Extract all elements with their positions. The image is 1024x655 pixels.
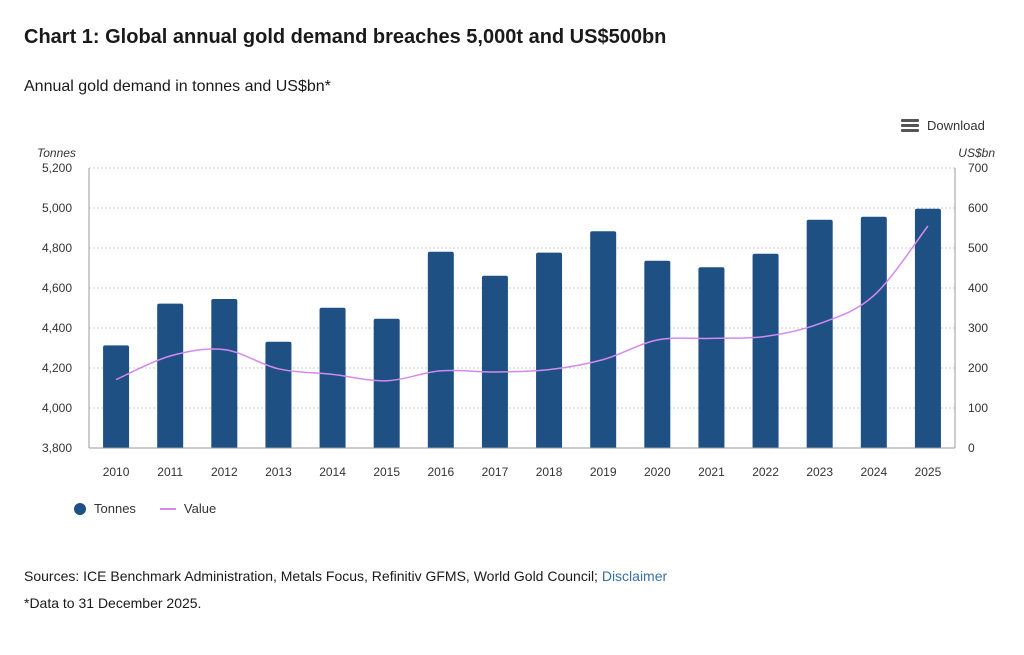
bar-tonnes-2013[interactable] [265,341,292,448]
series-line-value[interactable] [115,225,929,382]
right-tick-label: 600 [968,201,988,215]
bar-tonnes-2010[interactable] [103,345,130,448]
left-tick-label: 5,000 [42,201,72,215]
bar-tonnes-2021[interactable] [698,267,725,448]
right-tick-label: 700 [968,161,988,175]
x-tick-label: 2019 [590,465,617,479]
right-tick-label: 500 [968,241,988,255]
menu-icon [901,118,919,133]
left-tick-label: 5,200 [42,161,72,175]
download-button[interactable]: Download [901,118,985,133]
disclaimer-link[interactable]: Disclaimer [601,568,668,584]
left-axis-title: Tonnes [37,146,76,160]
x-tick-label: 2025 [915,465,942,479]
left-tick-label: 4,000 [42,401,72,415]
bar-tonnes-2014[interactable] [319,307,346,448]
x-tick-label: 2024 [860,465,887,479]
bar-tonnes-2019[interactable] [590,231,617,448]
x-tick-label: 2013 [265,465,292,479]
data-footnote: *Data to 31 December 2025. [24,595,202,611]
x-tick-label: 2015 [373,465,400,479]
right-tick-label: 400 [968,281,988,295]
left-tick-label: 4,200 [42,361,72,375]
bar-tonnes-2023[interactable] [806,219,833,448]
value-line [115,225,929,382]
legend-item-value[interactable]: Value [159,501,217,516]
right-tick-label: 300 [968,321,988,335]
x-tick-label: 2017 [482,465,509,479]
x-tick-label: 2022 [752,465,779,479]
left-tick-label: 4,400 [42,321,72,335]
x-tick-label: 2011 [157,465,183,479]
sources-text: Sources: ICE Benchmark Administration, M… [24,568,602,584]
tonnes-bars [103,208,941,448]
bar-tonnes-2025[interactable] [914,208,941,448]
bar-tonnes-2017[interactable] [481,275,508,448]
left-tick-label: 4,600 [42,281,72,295]
x-tick-label: 2010 [103,465,130,479]
x-tick-label: 2016 [427,465,454,479]
gold-demand-chart: 3,800 4,000 4,200 4,400 4,600 4,800 5,000 5,200… [37,146,995,479]
sources-note: Sources: ICE Benchmark Administration, M… [24,568,667,584]
legend-marker-tonnes [74,502,86,515]
bar-tonnes-2012[interactable] [211,299,238,448]
bar-tonnes-2016[interactable] [427,251,454,448]
right-tick-label: 200 [968,361,988,375]
bar-tonnes-2024[interactable] [860,216,887,448]
legend-marker-value [159,507,176,510]
chart-subtitle: Annual gold demand in tonnes and US$bn* [24,78,331,95]
chart-title: Chart 1: Global annual gold demand breac… [24,26,667,48]
chart-legend: Tonnes Value [74,501,216,516]
bar-tonnes-2020[interactable] [644,260,671,448]
x-tick-label: 2023 [806,465,833,479]
x-tick-label: 2018 [536,465,563,479]
right-axis-title: US$bn [958,146,995,160]
bar-tonnes-2022[interactable] [752,253,779,448]
left-tick-label: 4,800 [42,241,72,255]
legend-label-value: Value [183,501,217,516]
left-tick-label: 3,800 [42,441,72,455]
x-tick-label: 2020 [644,465,671,479]
right-tick-label: 100 [968,401,988,415]
legend-label-tonnes: Tonnes [94,501,136,516]
legend-item-tonnes[interactable]: Tonnes [74,501,136,516]
bar-tonnes-2011[interactable] [157,303,184,448]
x-tick-label: 2021 [698,465,725,479]
bar-tonnes-2015[interactable] [373,318,400,448]
x-tick-label: 2014 [319,465,346,479]
download-label: Download [927,118,985,133]
x-tick-label: 2012 [211,465,238,479]
bar-tonnes-2018[interactable] [536,252,563,448]
right-tick-label: 0 [968,441,975,455]
axes: 3,800 4,000 4,200 4,400 4,600 4,800 5,000 5,200… [42,161,988,479]
